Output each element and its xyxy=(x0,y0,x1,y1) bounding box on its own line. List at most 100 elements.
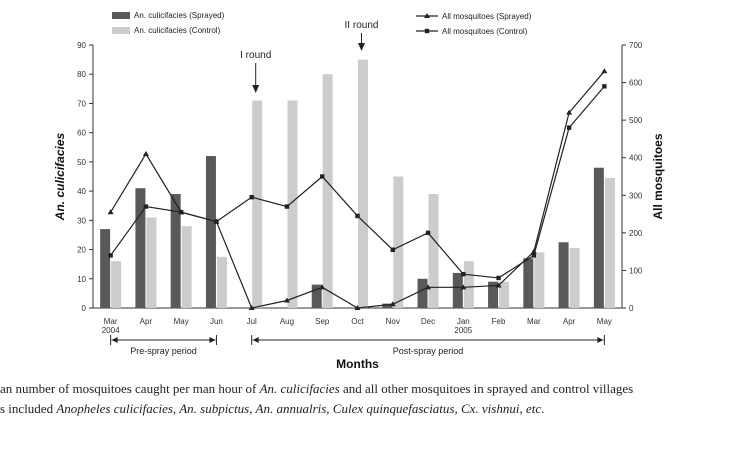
point-control xyxy=(249,194,254,200)
bar-control xyxy=(463,261,474,308)
legend-swatch xyxy=(112,12,130,19)
caption-text: . xyxy=(541,401,545,416)
bar-sprayed xyxy=(311,284,322,308)
right-tick-label: 500 xyxy=(629,116,643,125)
x-tick-label: Mar xyxy=(527,317,541,326)
x-axis-title: Months xyxy=(336,357,379,371)
point-control xyxy=(284,204,290,209)
point-control xyxy=(320,174,325,179)
legend-marker xyxy=(424,28,430,34)
bar-sprayed xyxy=(205,156,216,308)
x-tick-label: Oct xyxy=(351,317,364,326)
right-tick-label: 200 xyxy=(629,229,643,238)
x-tick-label: May xyxy=(597,317,612,326)
left-tick-label: 80 xyxy=(77,70,86,79)
x-tick-label: Dec xyxy=(421,317,435,326)
legend-marker xyxy=(424,13,430,18)
point-control xyxy=(461,271,466,277)
point-sprayed xyxy=(354,305,361,310)
point-sprayed xyxy=(601,68,608,74)
point-sprayed xyxy=(389,301,396,307)
period-arrowhead xyxy=(209,337,216,343)
spray-round-label: I round xyxy=(240,50,271,61)
point-control xyxy=(355,213,360,219)
bar-control xyxy=(322,74,333,308)
right-tick-label: 100 xyxy=(629,266,643,275)
point-sprayed xyxy=(566,109,573,115)
bar-sprayed xyxy=(523,258,534,308)
point-sprayed xyxy=(425,284,432,290)
left-tick-label: 20 xyxy=(77,246,86,255)
right-tick-label: 700 xyxy=(629,41,643,50)
point-sprayed xyxy=(283,297,290,303)
right-tick-label: 0 xyxy=(629,304,634,313)
point-control xyxy=(178,209,184,215)
point-control xyxy=(108,253,113,258)
figure-caption-line-2: s included Anopheles culicifacies, An. s… xyxy=(0,401,736,417)
period-arrowhead xyxy=(252,337,259,343)
bar-control xyxy=(499,281,510,308)
legend-label: All mosquitoes (Control) xyxy=(442,27,528,36)
left-tick-label: 60 xyxy=(77,129,86,138)
right-axis-title: All mosquitoes xyxy=(651,133,665,219)
x-tick-label: 2005 xyxy=(454,326,472,335)
point-control xyxy=(531,253,537,258)
left-tick-label: 40 xyxy=(77,187,86,196)
bar-control xyxy=(604,177,615,308)
bar-sprayed xyxy=(558,242,569,308)
bar-control xyxy=(534,252,545,308)
period-label: Pre-spray period xyxy=(130,346,197,356)
bar-sprayed xyxy=(382,303,393,308)
legend-label: An. culicifacies (Sprayed) xyxy=(134,11,225,20)
bar-sprayed xyxy=(170,194,181,308)
right-tick-label: 600 xyxy=(629,79,643,88)
point-sprayed xyxy=(248,305,255,310)
period-arrowhead xyxy=(597,337,604,343)
period-label: Post-spray period xyxy=(393,346,464,356)
x-tick-label: Mar xyxy=(104,317,118,326)
x-tick-label: Apr xyxy=(563,317,576,326)
x-tick-label: Jul xyxy=(247,317,257,326)
caption-species: An. culicifacies xyxy=(259,381,340,396)
point-sprayed xyxy=(495,282,502,288)
x-tick-label: Sep xyxy=(315,317,330,326)
right-tick-label: 300 xyxy=(629,191,643,200)
point-sprayed xyxy=(530,248,537,254)
x-tick-label: Jun xyxy=(210,317,223,326)
x-tick-label: 2004 xyxy=(102,326,120,335)
bar-control xyxy=(287,100,298,309)
bar-control xyxy=(393,176,404,308)
bar-control xyxy=(252,100,263,309)
bar-control xyxy=(358,59,368,308)
x-tick-label: May xyxy=(174,317,189,326)
point-control xyxy=(496,275,501,281)
caption-text: and all other mosquitoes in sprayed and … xyxy=(339,381,634,396)
x-tick-label: Feb xyxy=(492,317,506,326)
point-sprayed xyxy=(142,150,149,156)
left-tick-label: 10 xyxy=(77,275,86,284)
period-arrowhead xyxy=(111,337,118,343)
bar-sprayed xyxy=(135,188,146,308)
spray-round-arrowhead xyxy=(252,85,260,93)
bar-control xyxy=(428,194,439,308)
spray-round-label: II round xyxy=(345,20,379,31)
figure-caption-line-1: an number of mosquitoes caught per man h… xyxy=(0,381,736,397)
right-tick-label: 400 xyxy=(629,154,643,163)
point-sprayed xyxy=(460,284,467,290)
bar-sprayed xyxy=(417,278,428,308)
x-tick-label: Jan xyxy=(457,317,470,326)
point-sprayed xyxy=(107,209,114,215)
point-control xyxy=(602,84,607,89)
caption-text: s included xyxy=(0,401,57,416)
point-control xyxy=(425,230,431,236)
bar-sprayed xyxy=(593,167,604,308)
left-tick-label: 70 xyxy=(77,99,86,108)
x-tick-label: Apr xyxy=(140,317,153,326)
left-tick-label: 30 xyxy=(77,216,86,225)
bar-sprayed xyxy=(488,281,499,308)
left-axis-title: An. culicifacies xyxy=(53,132,67,221)
left-tick-label: 0 xyxy=(82,304,87,313)
bar-control xyxy=(569,248,580,308)
bar-control xyxy=(216,256,227,308)
point-sprayed xyxy=(319,284,326,290)
